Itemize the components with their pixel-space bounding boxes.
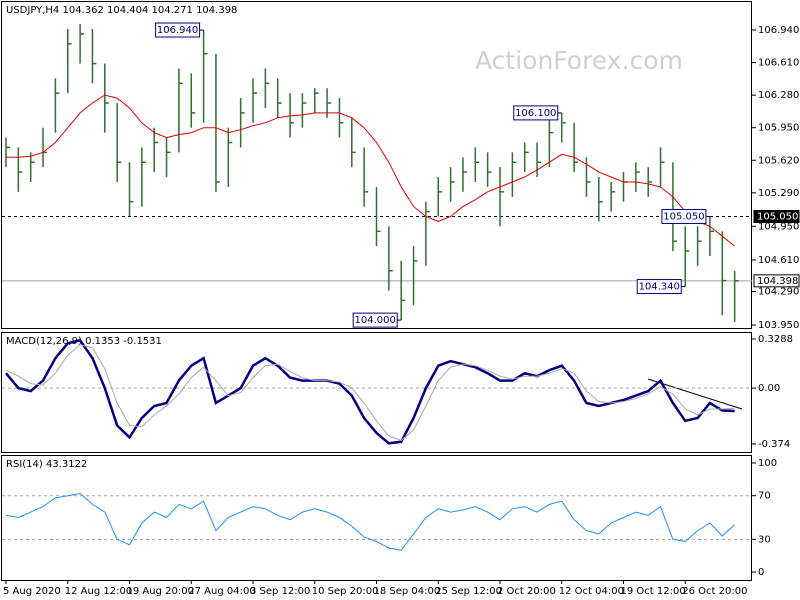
- x-tick-label: 19 Oct 12:00: [621, 586, 686, 597]
- y-tick-label: 104.950: [758, 221, 799, 232]
- series-line: [5, 492, 735, 551]
- price-title: USDJPY,H4 104.362 104.404 104.271 104.39…: [6, 5, 237, 16]
- y-tick-label: 106.280: [758, 90, 799, 101]
- price-panel: [1, 1, 752, 329]
- annotation-label: 104.000: [355, 315, 396, 326]
- y-tick-label: 100: [758, 458, 777, 469]
- y-tick-label: -0.374: [758, 439, 790, 450]
- annotation-label: 105.050: [663, 212, 704, 223]
- level-label-box: [753, 210, 800, 224]
- x-tick-label: 18 Sep 04:00: [374, 586, 441, 597]
- macd-panel: [1, 332, 752, 453]
- y-tick-label: 0.3288: [758, 334, 793, 345]
- y-tick-label: 106.610: [758, 58, 799, 69]
- annotation-label: 106.100: [515, 108, 556, 119]
- x-tick-label: 5 Aug 2020: [3, 586, 61, 597]
- x-tick-label: 10 Sep 20:00: [312, 586, 379, 597]
- annotation-label: 106.940: [157, 25, 198, 36]
- level-label-box: [753, 274, 800, 288]
- level-label: 104.398: [757, 276, 798, 287]
- y-tick-label: 105.290: [758, 188, 799, 199]
- y-tick-label: 104.290: [758, 286, 799, 297]
- y-tick-label: 105.950: [758, 123, 799, 134]
- y-tick-label: 104.610: [758, 255, 799, 266]
- watermark: ActionForex.com: [475, 46, 683, 75]
- x-tick-label: 12 Aug 12:00: [65, 586, 132, 597]
- level-label: 105.050: [757, 212, 798, 223]
- series-line: [6, 94, 735, 247]
- rsi-title: RSI(14) 43.3122: [6, 459, 87, 470]
- x-tick-label: 19 Aug 20:00: [127, 586, 194, 597]
- x-tick-label: 3 Sep 12:00: [250, 586, 310, 597]
- x-tick-label: 2 Oct 20:00: [497, 586, 556, 597]
- y-tick-label: 0: [758, 567, 764, 578]
- series-line: [5, 344, 735, 441]
- y-tick-label: 30: [758, 534, 771, 545]
- macd-title: MACD(12,26,9) 0.1353 -0.1531: [6, 336, 162, 347]
- y-tick-label: 105.620: [758, 155, 799, 166]
- x-tick-label: 26 Oct 20:00: [682, 586, 747, 597]
- annotation-label: 104.340: [639, 282, 680, 293]
- y-tick-label: 106.940: [758, 25, 799, 36]
- y-tick-label: 70: [758, 491, 771, 502]
- x-tick-label: 25 Sep 12:00: [435, 586, 502, 597]
- y-tick-label: 0.00: [758, 383, 780, 394]
- x-tick-label: 27 Aug 04:00: [188, 586, 255, 597]
- y-tick-label: 103.950: [758, 320, 799, 331]
- x-tick-label: 12 Oct 04:00: [559, 586, 624, 597]
